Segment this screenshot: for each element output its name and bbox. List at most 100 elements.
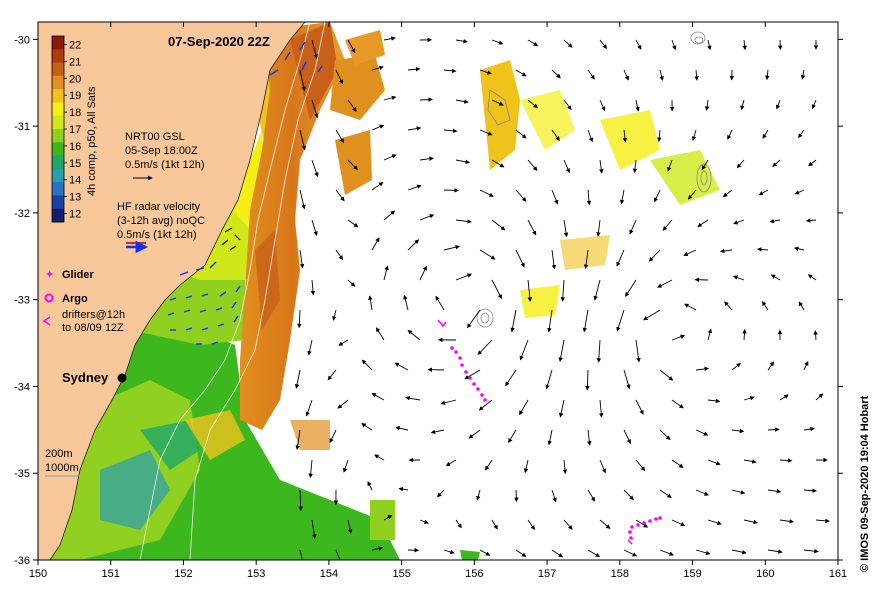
hf-radar-vectors [167,41,323,345]
current-vector [701,159,709,170]
current-vector [697,219,709,227]
current-vector [342,459,349,473]
current-vector [635,519,649,528]
x-tick-label: 150 [29,568,47,580]
current-vector [671,399,684,409]
current-vector [742,39,747,51]
colorbar-tick-label: 18 [69,107,81,119]
current-vector [510,309,517,333]
colorbar-tick-label: 19 [69,90,81,102]
current-vector [657,279,673,288]
current-vector [298,489,303,512]
current-vector [654,189,661,203]
current-vector [455,219,472,224]
current-vector [761,301,769,311]
current-vector [775,99,781,110]
current-vector [659,69,664,81]
current-vector [583,249,589,270]
current-vector [527,159,538,172]
drifters-line2: to 08/09 12Z [62,322,124,334]
hf-legend-line3: 0.5m/s (1kt 12h) [117,229,196,241]
current-vector [545,369,553,390]
current-vector [443,68,457,74]
x-tick-label: 153 [247,568,265,580]
colorbar-tick-label: 22 [69,39,81,51]
current-vector [455,159,471,165]
hf-radar-dark-vectors [221,227,241,251]
current-vector [731,549,747,555]
glider-symbol: ✦ [45,269,54,281]
glider-track [450,346,662,540]
colorbar-tick-label: 13 [69,192,81,204]
current-vector [616,309,625,332]
current-vector [371,124,385,131]
current-vector [407,126,422,131]
current-vector [622,129,628,143]
current-vector [445,459,457,467]
current-vector [419,265,427,281]
current-vector [519,399,529,416]
current-vector [632,159,638,174]
current-vector [779,458,793,463]
current-vector [478,399,493,411]
y-tick-label: -30 [14,34,30,46]
current-vector [623,489,634,501]
drifter-symbol [42,316,51,326]
current-vector [311,99,319,119]
current-vector [635,459,646,472]
hf-legend: HF radar velocity (3-12h avg) noQC 0.5m/… [117,201,205,254]
current-vector [596,219,601,237]
current-vector [694,69,699,81]
current-vector [635,339,641,363]
current-vector [599,459,606,474]
current-vector [798,301,805,311]
current-vector [383,210,396,221]
y-tick-label: -34 [14,381,30,393]
seamounts [476,31,712,328]
current-vector [403,294,409,311]
gsl-legend-line2: 05-Sep 18:00Z [125,145,198,157]
current-vector [551,489,557,503]
current-vector [440,399,457,405]
current-vector [659,549,674,556]
current-vector [371,546,383,551]
current-vector [648,249,661,262]
current-vector [479,69,492,75]
current-vector [335,129,345,144]
colorbar-segment [52,49,64,64]
current-vector [659,369,674,381]
current-vector [707,328,713,341]
current-vector [305,399,313,417]
current-vector [383,515,393,521]
current-vector [419,214,435,221]
current-vector [371,65,384,71]
current-vector [762,129,769,139]
current-vector [625,279,637,297]
current-vector [731,489,746,495]
colorbar-segment [52,89,64,103]
current-vector [815,393,824,401]
current-vector [765,69,770,81]
current-vector [419,519,429,524]
current-vector [719,248,733,254]
current-vector [468,429,481,439]
x-tick-label: 158 [611,568,629,580]
current-vector [587,129,594,143]
current-vector [311,219,318,236]
current-vector [367,481,373,491]
current-vector [635,399,644,415]
current-vector [299,549,303,560]
colorbar-segment [52,102,64,117]
current-vector [527,39,539,47]
current-vector [704,99,710,111]
colorbar-tick-label: 17 [69,124,81,136]
current-vector [395,425,409,431]
current-vector [724,301,733,311]
current-vector [813,330,818,341]
current-vector [515,69,527,77]
current-vector [599,39,608,50]
current-vector [687,189,697,200]
current-vector [361,359,373,371]
current-vector [455,273,473,281]
colorbar-segment [52,75,64,90]
